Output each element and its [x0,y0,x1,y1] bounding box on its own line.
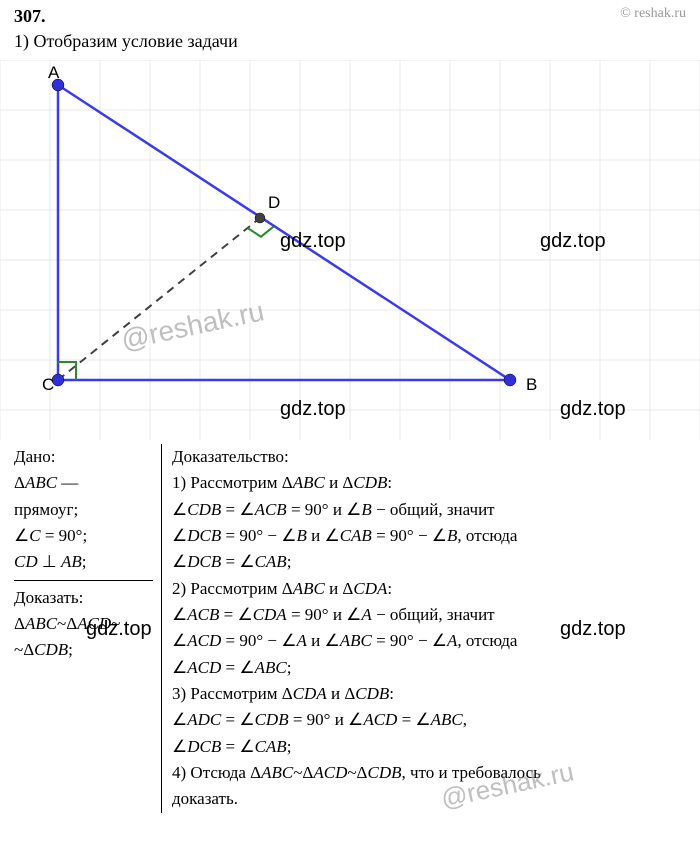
proof-line: 4) Отсюда ΔABC~ΔACD~ΔCDB, что и требовал… [172,760,686,786]
svg-text:D: D [268,193,280,212]
proof-line: 1) Рассмотрим ΔABC и ΔCDB: [172,470,686,496]
triangle-figure: ACBD gdz.topgdz.topgdz.topgdz.top@reshak… [0,60,700,440]
proof-line: 3) Рассмотрим ΔCDA и ΔCDB: [172,681,686,707]
proof-line: ∠ACD = ∠ABC; [172,655,686,681]
watermark: gdz.top [86,618,152,641]
prove-line: ~ΔCDB; [14,637,153,663]
proof-title: Доказательство: [172,444,686,470]
given-title: Дано: [14,444,153,470]
proof-line: ∠DCB = ∠CAB; [172,734,686,760]
given-line: прямоуг; [14,497,153,523]
proof-line: доказать. [172,786,686,812]
watermark: gdz.top [280,230,346,253]
given-line: CD ⊥ AB; [14,549,153,575]
watermark: gdz.top [560,618,626,641]
copyright-text: © reshak.ru [620,6,686,27]
watermark: gdz.top [540,230,606,253]
proof-line: ∠CDB = ∠ACB = 90° и ∠B − общий, значит [172,497,686,523]
given-line: ΔABC — [14,470,153,496]
proof-line: ∠ADC = ∠CDB = 90° и ∠ACD = ∠ABC, [172,707,686,733]
watermark: gdz.top [280,398,346,421]
proof-line: ∠DCB = 90° − ∠B и ∠CAB = 90° − ∠B, отсюд… [172,523,686,549]
problem-number: 307. [14,6,46,27]
proof-line: 2) Рассмотрим ΔABC и ΔCDA: [172,576,686,602]
given-line: ∠C = 90°; [14,523,153,549]
step-1-text: 1) Отобразим условие задачи [0,29,700,60]
svg-text:C: C [42,375,54,394]
svg-text:B: B [526,375,537,394]
svg-text:A: A [48,63,60,82]
watermark: gdz.top [560,398,626,421]
proof-line: ∠DCB = ∠CAB; [172,549,686,575]
prove-title: Доказать: [14,585,153,611]
